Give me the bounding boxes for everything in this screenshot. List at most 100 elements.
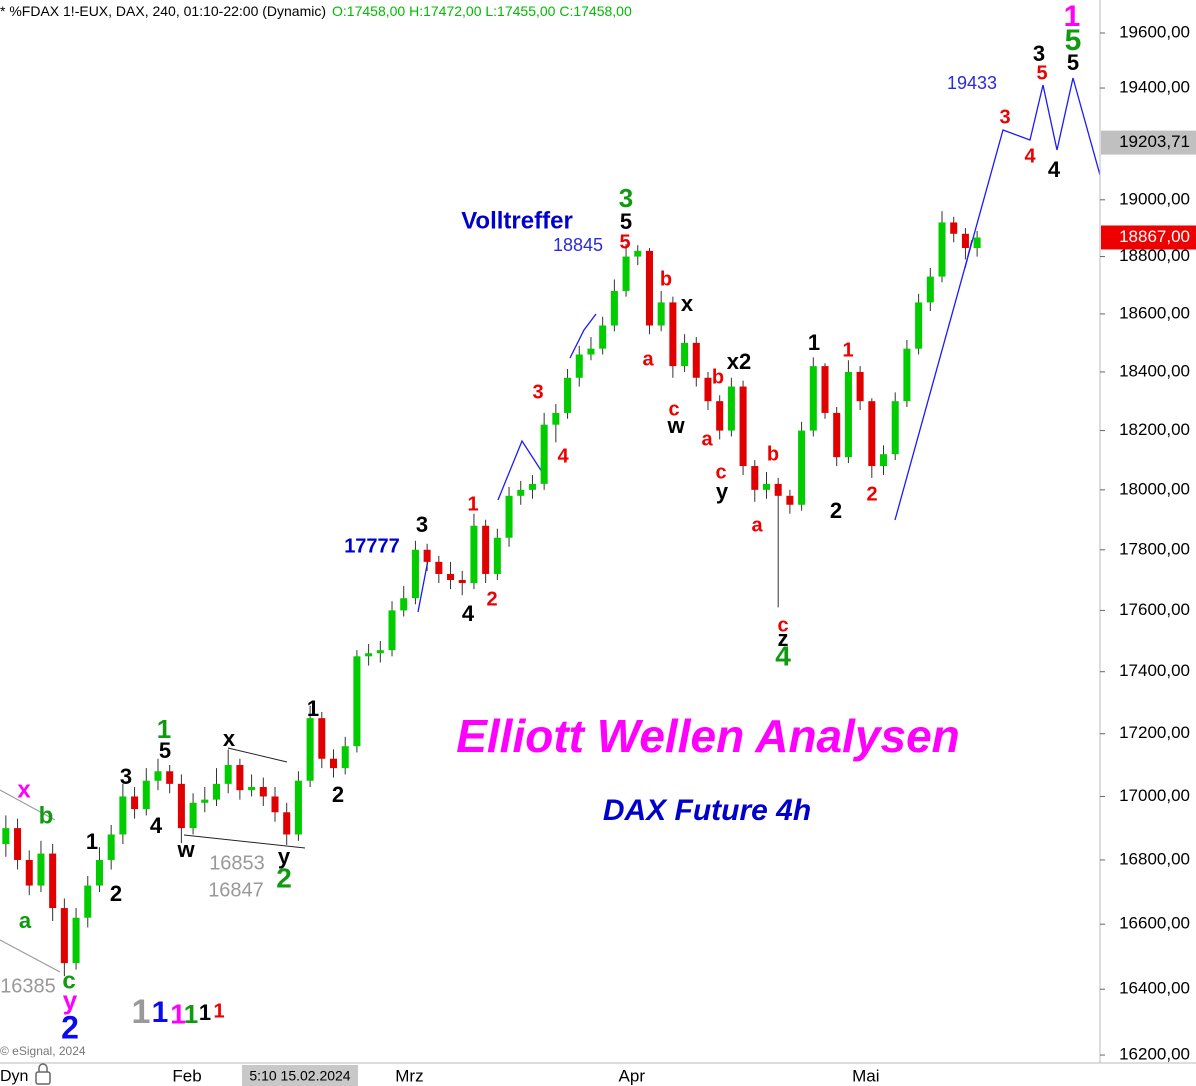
wave-label: 3 bbox=[120, 764, 132, 789]
candle-body bbox=[330, 758, 338, 769]
wave-label: c bbox=[777, 614, 788, 636]
wave-label: DAX Future 4h bbox=[603, 794, 811, 827]
candle-body bbox=[435, 561, 443, 574]
channel-line bbox=[0, 789, 56, 821]
wave-label: 1 bbox=[808, 330, 820, 355]
wave-label: c bbox=[715, 461, 726, 483]
y-tick-label: 18400,00 bbox=[1119, 361, 1190, 380]
wave-label: 5 bbox=[619, 231, 630, 253]
candle-body bbox=[14, 828, 22, 860]
candle-body bbox=[318, 718, 326, 759]
trend-line bbox=[964, 239, 973, 269]
y-tick-label: 19000,00 bbox=[1119, 189, 1190, 208]
candle-body bbox=[400, 598, 408, 611]
candle-body bbox=[821, 366, 829, 413]
wave-label: 3 bbox=[416, 512, 428, 537]
wave-label: 1 bbox=[132, 993, 151, 1031]
candle-body bbox=[177, 783, 185, 829]
candle-body bbox=[610, 290, 618, 326]
wave-label: b bbox=[39, 802, 54, 829]
wave-label: 18845 bbox=[553, 235, 603, 255]
interval-label: Dyn bbox=[0, 1068, 28, 1085]
wave-label: 16385 bbox=[0, 975, 56, 997]
wave-label: 3 bbox=[999, 106, 1010, 128]
wave-label: c bbox=[62, 967, 75, 994]
wave-label: 1 bbox=[86, 829, 98, 854]
wave-label: 3 bbox=[532, 381, 543, 403]
wave-label: 2 bbox=[486, 588, 497, 610]
wave-label: 2 bbox=[110, 881, 122, 906]
lock-icon bbox=[35, 1063, 51, 1085]
wave-label: 5 bbox=[159, 738, 171, 763]
trend-line bbox=[569, 313, 597, 359]
wave-label: 1 bbox=[184, 999, 198, 1029]
projection-line bbox=[894, 77, 1101, 521]
wave-label: b bbox=[712, 366, 724, 388]
candle-body bbox=[376, 650, 384, 654]
wave-label: 1 bbox=[467, 493, 478, 515]
candle-body bbox=[645, 250, 653, 326]
candle-body bbox=[751, 466, 759, 490]
candle-body bbox=[833, 412, 841, 458]
candle-body bbox=[37, 853, 45, 886]
wave-label: 4 bbox=[1024, 145, 1036, 167]
wave-label: 4 bbox=[557, 445, 569, 467]
candle-body bbox=[961, 233, 969, 249]
wave-label: 5 bbox=[1065, 24, 1082, 57]
wave-label: 1 bbox=[199, 1000, 211, 1025]
candle-body bbox=[224, 765, 232, 784]
wave-label: 5 bbox=[1036, 62, 1047, 84]
wave-label: c bbox=[668, 398, 679, 420]
wave-label: a bbox=[642, 348, 654, 370]
candle-body bbox=[283, 812, 291, 835]
wave-label: 2 bbox=[866, 483, 877, 505]
candle-body bbox=[505, 495, 513, 538]
candle-body bbox=[856, 371, 864, 402]
wave-label: 4 bbox=[775, 640, 791, 671]
wave-label: x bbox=[223, 726, 236, 751]
candle-body bbox=[49, 853, 57, 909]
candle-body bbox=[154, 771, 162, 781]
candle-body bbox=[739, 386, 747, 467]
y-tick-label: 19600,00 bbox=[1119, 23, 1190, 42]
candle-body bbox=[938, 222, 946, 277]
candle-body bbox=[131, 796, 139, 810]
candle-body bbox=[528, 483, 536, 490]
wave-label: 17777 bbox=[344, 535, 400, 557]
candle-body bbox=[365, 653, 373, 657]
candle-body bbox=[95, 859, 103, 886]
wave-label: w bbox=[176, 837, 195, 862]
wave-label: y bbox=[63, 985, 78, 1015]
candles bbox=[2, 211, 981, 977]
price-marker-box bbox=[1101, 130, 1196, 155]
candle-body bbox=[634, 250, 642, 257]
wave-label: 2 bbox=[332, 782, 344, 807]
wave-label: 1 bbox=[152, 996, 169, 1029]
candle-body bbox=[891, 401, 899, 455]
wave-label: a bbox=[751, 514, 763, 536]
candle-body bbox=[704, 377, 712, 402]
candle-body bbox=[236, 765, 244, 791]
x-tick-label: Mai bbox=[852, 1066, 879, 1085]
lock-body bbox=[35, 1071, 51, 1085]
candle-body bbox=[493, 537, 501, 574]
wave-label: 2 bbox=[830, 498, 842, 523]
y-tick-label: 18000,00 bbox=[1119, 479, 1190, 498]
candle-body bbox=[458, 580, 466, 584]
y-tick-label: 19400,00 bbox=[1119, 78, 1190, 97]
candle-body bbox=[271, 796, 279, 813]
channel-line bbox=[227, 747, 288, 763]
candle-body bbox=[575, 354, 583, 378]
candle-body bbox=[681, 342, 689, 367]
copyright: © eSignal, 2024 bbox=[0, 1044, 86, 1058]
wave-label: 4 bbox=[150, 813, 163, 838]
wave-label: a bbox=[701, 428, 713, 450]
candle-body bbox=[72, 917, 80, 964]
candle-body bbox=[657, 302, 665, 326]
candle-body bbox=[903, 348, 911, 402]
wave-label: 3 bbox=[619, 183, 633, 213]
ohlc-readout: O:17458,00 H:17472,00 L:17455,00 C:17458… bbox=[332, 3, 632, 19]
